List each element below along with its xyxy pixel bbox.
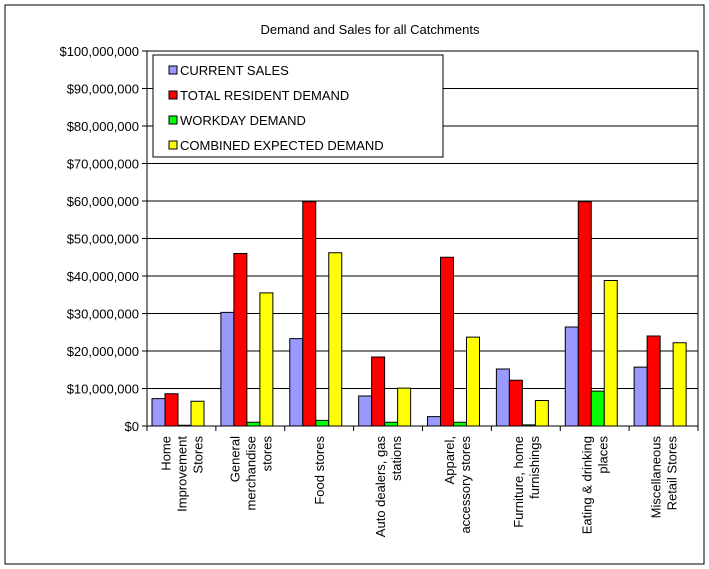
bar — [534, 400, 549, 427]
x-category-label: Generalmerchandisestores — [227, 436, 274, 511]
bar — [190, 400, 205, 427]
legend-label: WORKDAY DEMAND — [180, 113, 306, 128]
bar — [427, 416, 441, 427]
bar — [397, 387, 412, 427]
x-axis: HomeImprovementStores Generalmerchandises… — [146, 426, 699, 538]
x-category-line: accessory stores — [458, 436, 473, 534]
y-tick-label: $60,000,000 — [67, 194, 139, 209]
y-tick-label: $20,000,000 — [67, 344, 139, 359]
x-category-label: Eating & drinkingplaces — [580, 436, 611, 535]
bar — [633, 366, 648, 427]
y-tick-label: $30,000,000 — [67, 307, 139, 322]
legend-label: CURRENT SALES — [180, 63, 289, 78]
x-category-line: Food stores — [312, 436, 327, 505]
x-category-label: Furniture, homefurnishings — [511, 436, 542, 528]
legend-label: COMBINED EXPECTED DEMAND — [180, 138, 384, 153]
chart-title: Demand and Sales for all Catchments — [261, 22, 480, 37]
y-tick-label: $70,000,000 — [67, 157, 139, 172]
x-category-line: merchandise — [243, 436, 258, 510]
bar — [164, 393, 179, 427]
x-category-line: Retail Stores — [665, 436, 680, 511]
bar — [508, 379, 523, 427]
x-category-line: stations — [389, 436, 404, 481]
bar — [246, 421, 261, 427]
x-category-label: Food stores — [312, 436, 327, 505]
x-category-label: Auto dealers, gasstations — [373, 436, 404, 538]
y-tick-label: $40,000,000 — [67, 269, 139, 284]
y-tick-label: $0 — [125, 419, 139, 434]
bar — [371, 356, 386, 427]
bar — [440, 256, 454, 427]
x-category-text: Eating & drinkingplaces — [580, 436, 611, 535]
x-category-line: stores — [259, 436, 274, 472]
x-category-text: Generalmerchandisestores — [227, 436, 274, 511]
x-category-line: places — [596, 436, 611, 474]
x-category-line: Furniture, home — [511, 436, 526, 528]
bar — [577, 201, 592, 427]
x-category-line: General — [227, 436, 242, 482]
legend-box — [152, 54, 444, 158]
legend-swatch — [168, 140, 178, 150]
x-category-text: Furniture, homefurnishings — [511, 436, 542, 528]
x-category-label: HomeImprovementStores — [158, 436, 205, 512]
x-category-line: furnishings — [527, 436, 542, 499]
bar — [521, 424, 536, 427]
bar — [315, 419, 330, 427]
legend-swatch — [168, 65, 178, 75]
legend-swatch — [168, 115, 178, 125]
y-tick-label: $80,000,000 — [67, 119, 139, 134]
bar — [603, 280, 618, 427]
bar — [302, 201, 317, 427]
legend-swatch — [168, 90, 178, 100]
x-category-label: Apparel,accessory stores — [442, 436, 473, 534]
x-category-text: HomeImprovementStores — [158, 436, 205, 512]
x-category-line: Eating & drinking — [580, 436, 595, 534]
x-category-label: MiscellaneousRetail Stores — [649, 436, 680, 519]
bar — [384, 421, 399, 427]
x-category-line: Apparel, — [442, 436, 457, 484]
x-category-text: MiscellaneousRetail Stores — [649, 436, 680, 519]
y-axis: $0 $10,000,000 $20,000,000 $30,000,000 $40,0… — [59, 44, 147, 434]
bar — [151, 398, 166, 427]
x-category-line: Auto dealers, gas — [373, 436, 388, 538]
bar — [466, 336, 480, 427]
x-category-line: Home — [158, 436, 173, 471]
x-category-line: Miscellaneous — [649, 436, 664, 519]
y-tick-label: $10,000,000 — [67, 382, 139, 397]
bar — [177, 424, 192, 427]
bar — [328, 252, 343, 427]
legend-label: TOTAL RESIDENT DEMAND — [180, 88, 349, 103]
x-category-text: Food stores — [312, 436, 327, 505]
bar — [590, 390, 605, 427]
x-category-text: Auto dealers, gasstations — [373, 436, 404, 538]
bars — [151, 201, 687, 427]
x-category-line: Stores — [190, 436, 205, 474]
y-tick-label: $90,000,000 — [67, 82, 139, 97]
legend: CURRENT SALES TOTAL RESIDENT DEMAND WORKDA… — [152, 54, 444, 158]
y-tick-label: $50,000,000 — [67, 232, 139, 247]
bar — [672, 342, 687, 427]
x-category-text: Apparel,accessory stores — [442, 436, 473, 534]
bar — [495, 368, 510, 427]
bar — [453, 421, 467, 427]
bar — [358, 395, 373, 427]
bar — [259, 292, 274, 427]
bar — [646, 335, 661, 427]
x-category-line: Improvement — [174, 436, 189, 512]
bar — [233, 253, 248, 427]
bar — [220, 311, 235, 427]
y-tick-label: $100,000,000 — [59, 44, 139, 59]
bar — [289, 338, 304, 427]
bar — [564, 326, 579, 427]
